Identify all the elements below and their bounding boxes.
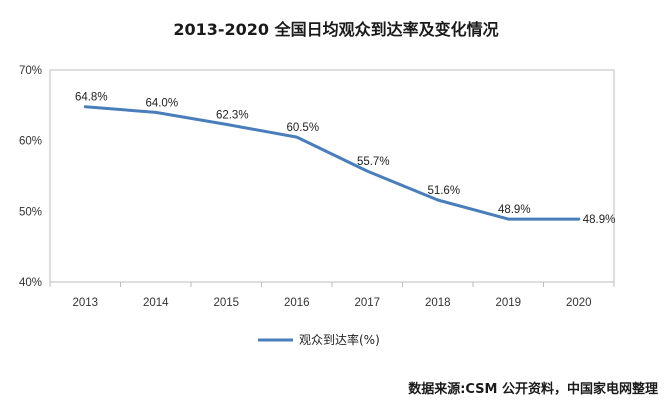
x-tick-label: 2017 (354, 297, 380, 309)
y-tick-label: 50% (19, 206, 42, 218)
x-tick-label: 2015 (213, 297, 239, 309)
chart-title: 2013-2020 全国日均观众到达率及变化情况 (173, 20, 499, 39)
data-label: 48.9% (498, 204, 531, 216)
data-label: 60.5% (286, 122, 319, 134)
data-label: 62.3% (216, 109, 249, 121)
x-tick-label: 2014 (143, 297, 169, 309)
data-label: 64.8% (75, 92, 108, 104)
x-tick-label: 2020 (566, 297, 592, 309)
source-note: 数据来源:CSM 公开资料，中国家电网整理 (408, 382, 658, 397)
x-tick-label: 2018 (425, 297, 451, 309)
data-label: 51.6% (427, 185, 460, 197)
y-tick-label: 40% (19, 277, 42, 289)
x-tick-label: 2016 (284, 297, 310, 309)
y-tick-label: 60% (19, 136, 42, 148)
x-tick-label: 2019 (495, 297, 521, 309)
plot-frame (49, 69, 615, 283)
data-label: 55.7% (357, 156, 390, 168)
y-tick-label: 70% (19, 65, 42, 77)
x-tick-label: 2013 (72, 297, 98, 309)
data-label: 64.0% (145, 97, 178, 109)
data-label: 48.9% (583, 214, 616, 226)
legend-label: 观众到达率(%) (299, 332, 380, 347)
series-line (83, 105, 581, 221)
